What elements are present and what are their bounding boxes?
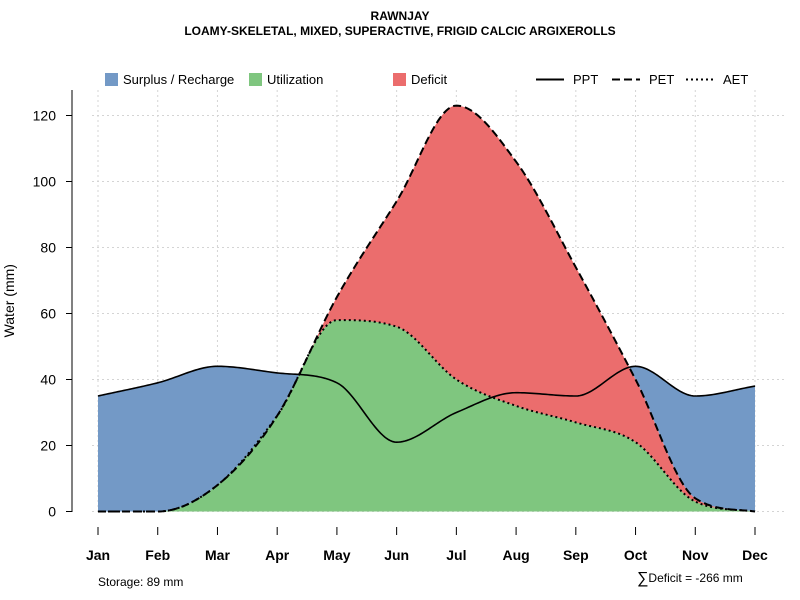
x-tick-label: Aug bbox=[502, 547, 529, 563]
y-tick-label: 80 bbox=[40, 240, 56, 256]
x-tick-label: May bbox=[323, 547, 350, 563]
y-tick-label: 20 bbox=[40, 438, 56, 454]
area-layer bbox=[98, 105, 755, 512]
legend-deficit-swatch bbox=[393, 73, 406, 86]
x-tick-label: Jul bbox=[446, 547, 466, 563]
legend-aet-label: AET bbox=[723, 72, 748, 87]
legend-ppt-label: PPT bbox=[573, 72, 598, 87]
y-axis-label: Water (mm) bbox=[1, 264, 17, 337]
deficit-note: ∑Deficit = -266 mm bbox=[637, 570, 743, 588]
legend-utilization-label: Utilization bbox=[267, 72, 323, 87]
x-tick-label: Oct bbox=[624, 547, 648, 563]
y-tick-label: 60 bbox=[40, 306, 56, 322]
line-layer bbox=[97, 104, 756, 513]
utilization-area bbox=[98, 320, 755, 512]
y-tick-label: 0 bbox=[48, 504, 56, 520]
deficit-area bbox=[98, 105, 755, 512]
legend: Surplus / Recharge Utilization Deficit PPT P… bbox=[105, 72, 748, 87]
x-tick-label: Jun bbox=[384, 547, 409, 563]
legend-surplus-swatch bbox=[105, 73, 118, 86]
x-tick-label: Feb bbox=[145, 547, 170, 563]
axes: 0 20 40 60 80 100 120 Jan Feb Mar Apr May Jun Jul Aug S… bbox=[1, 90, 768, 563]
ppt-line bbox=[97, 365, 756, 444]
sigma-symbol: ∑ bbox=[637, 570, 649, 587]
x-tick-label: Nov bbox=[682, 547, 709, 563]
pet-line bbox=[98, 104, 756, 513]
storage-note: Storage: 89 mm bbox=[98, 575, 184, 589]
legend-surplus-label: Surplus / Recharge bbox=[123, 72, 234, 87]
x-tick-label: Mar bbox=[205, 547, 230, 563]
y-tick-label: 40 bbox=[40, 372, 56, 388]
x-tick-label: Apr bbox=[265, 547, 290, 563]
deficit-value: Deficit = -266 mm bbox=[648, 571, 743, 585]
chart-subtitle: LOAMY-SKELETAL, MIXED, SUPERACTIVE, FRIG… bbox=[184, 24, 616, 38]
legend-utilization-swatch bbox=[249, 73, 262, 86]
chart-title: RAWNJAY bbox=[370, 9, 430, 23]
y-tick-label: 120 bbox=[33, 108, 57, 124]
x-tick-label: Jan bbox=[86, 547, 110, 563]
x-tick-label: Sep bbox=[563, 547, 589, 563]
legend-pet-label: PET bbox=[649, 72, 674, 87]
surplus-recharge-area bbox=[98, 105, 755, 512]
legend-deficit-label: Deficit bbox=[411, 72, 448, 87]
x-tick-label: Dec bbox=[742, 547, 768, 563]
y-tick-label: 100 bbox=[33, 174, 57, 190]
